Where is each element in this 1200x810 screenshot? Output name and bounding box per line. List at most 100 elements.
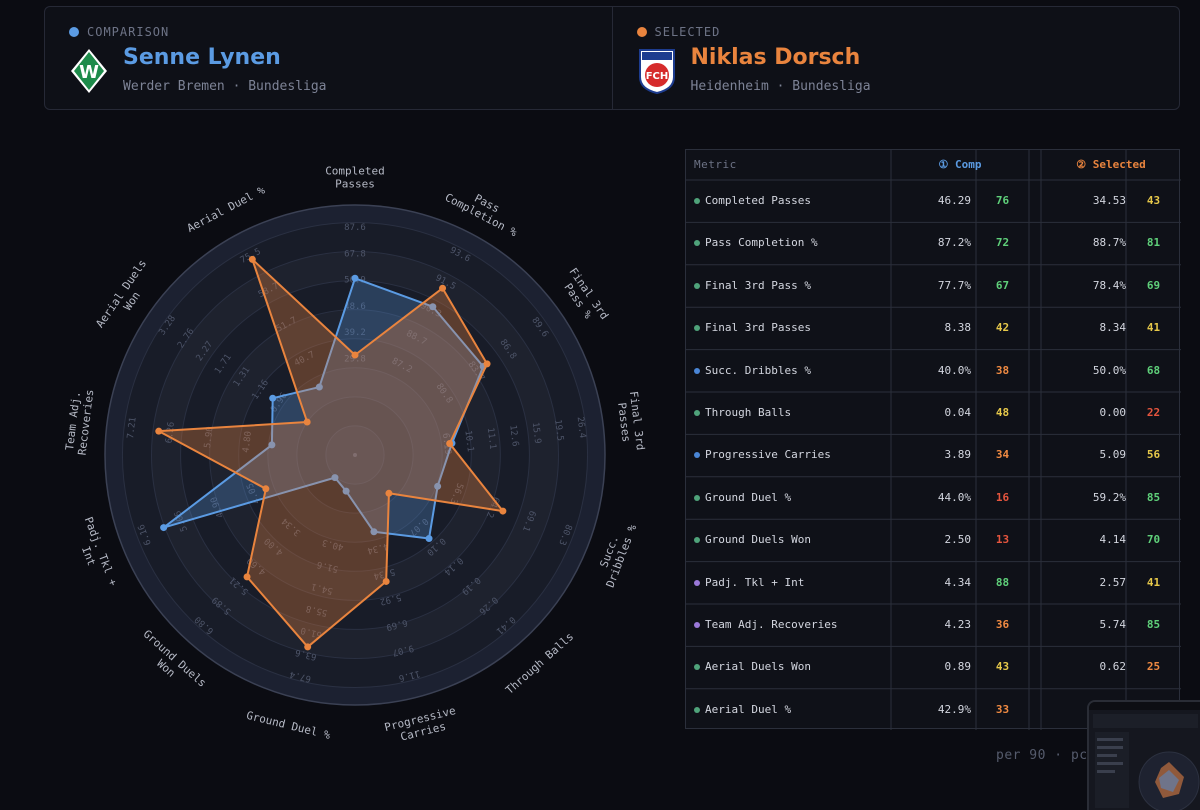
selected-value: 88.7% xyxy=(1092,236,1126,250)
selected-value: 0.00 xyxy=(1099,406,1127,419)
player-header: COMPARISON W Senne Lynen Werder Bremen ·… xyxy=(44,6,1180,110)
selected-value: 2.57 xyxy=(1099,575,1127,589)
comp-value: 87.2% xyxy=(937,236,971,250)
metric-name: Aerial Duels Won xyxy=(705,660,811,674)
svg-text:FCH: FCH xyxy=(645,71,668,82)
radar-point-selected xyxy=(243,573,251,581)
radar-point-selected xyxy=(499,507,507,515)
table-row[interactable]: Ground Duels Won 2.50 13 4.14 70 xyxy=(686,519,1181,561)
metric-name: Ground Duels Won xyxy=(705,533,811,547)
radar-tick-label: 48.6 xyxy=(344,302,366,312)
comp-value: 77.7% xyxy=(937,278,971,292)
radar-tick-label: 87.6 xyxy=(344,223,366,233)
selected-value: 5.74 xyxy=(1099,618,1127,631)
table-row[interactable]: Ground Duel % 44.0% 16 59.2% 85 xyxy=(686,477,1181,519)
comp-percentile: 36 xyxy=(995,618,1010,631)
heidenheim-crest-icon: FCH xyxy=(638,49,675,95)
preview-thumbnail[interactable] xyxy=(1087,700,1200,810)
radar-point-comp xyxy=(268,441,276,449)
comp-value: 4.23 xyxy=(944,618,972,631)
selected-percentile: 68 xyxy=(1146,363,1161,377)
radar-tick-label: 7.21 xyxy=(126,417,139,440)
radar-axis-label: Padj. Tkl +Int xyxy=(70,515,120,593)
table-row[interactable]: Completed Passes 46.29 76 34.53 43 xyxy=(686,180,1181,222)
radar-point-selected xyxy=(262,485,270,493)
metric-name: Succ. Dribbles % xyxy=(705,363,811,377)
radar-point-selected xyxy=(304,643,312,651)
header-selected[interactable]: ② Selected xyxy=(1076,158,1146,171)
selected-percentile: 41 xyxy=(1146,321,1161,335)
metric-name: Completed Passes xyxy=(705,194,811,207)
table-row[interactable]: Aerial Duel % 42.9% 33 xyxy=(686,689,1181,731)
selected-percentile: 69 xyxy=(1146,278,1161,292)
radar-tick-label: 19.5 xyxy=(552,419,565,442)
radar-series-comp xyxy=(162,277,485,540)
svg-text:W: W xyxy=(79,62,99,83)
radar-point-comp xyxy=(429,303,437,311)
radar-axis-label: ProgressiveCarries xyxy=(383,704,460,747)
radar-point-comp xyxy=(434,482,442,490)
table-row[interactable]: Padj. Tkl + Int 4.34 88 2.57 41 xyxy=(686,562,1181,604)
comp-value: 4.34 xyxy=(944,575,972,589)
selected-percentile: 70 xyxy=(1146,533,1161,547)
selected-league: Bundesliga xyxy=(792,79,871,94)
radar-tick-label: 12.6 xyxy=(507,424,520,447)
radar-axis-label: Completed Passes xyxy=(325,165,385,191)
radar-point-selected xyxy=(303,418,311,426)
comparison-player-name: Senne Lynen xyxy=(123,45,281,70)
table-row[interactable]: Through Balls 0.04 48 0.00 22 xyxy=(686,392,1181,434)
table-row[interactable]: Succ. Dribbles % 40.0% 38 50.0% 68 xyxy=(686,350,1181,392)
table-row[interactable]: Team Adj. Recoveries 4.23 36 5.74 85 xyxy=(686,604,1181,646)
metric-name: Final 3rd Pass % xyxy=(705,278,811,292)
radar-axis-label: Ground Duel % xyxy=(245,709,332,742)
selected-percentile: 43 xyxy=(1146,194,1161,207)
selected-club-name: Heidenheim xyxy=(690,79,769,94)
radar-point-selected xyxy=(483,360,491,368)
comp-value: 8.38 xyxy=(944,321,972,335)
selected-label: SELECTED xyxy=(654,25,721,39)
selected-percentile: 85 xyxy=(1146,618,1161,631)
selected-value: 59.2% xyxy=(1092,490,1126,504)
radar-point-selected xyxy=(351,351,359,359)
comparison-label: COMPARISON xyxy=(87,25,170,39)
radar-tick-label: 15.9 xyxy=(530,422,543,445)
table-row[interactable]: Final 3rd Pass % 77.7% 67 78.4% 69 xyxy=(686,265,1181,307)
radar-point-comp xyxy=(269,394,277,402)
category-dot xyxy=(694,325,700,332)
radar-point-comp xyxy=(160,524,168,532)
comp-value: 0.89 xyxy=(944,660,972,674)
selected-percentile: 41 xyxy=(1146,575,1161,589)
table-row[interactable]: Final 3rd Passes 8.38 42 8.34 41 xyxy=(686,307,1181,349)
radar-center xyxy=(353,453,357,457)
table-row[interactable]: Aerial Duels Won 0.89 43 0.62 25 xyxy=(686,646,1181,688)
metrics-table: Metric ① Comp ② Selected Completed Passe… xyxy=(685,149,1181,731)
metric-name: Pass Completion % xyxy=(705,236,818,250)
table-grid xyxy=(686,150,1181,730)
radar-tick-label: 5.90 xyxy=(203,426,216,449)
table-row[interactable]: Pass Completion % 87.2% 72 88.7% 81 xyxy=(686,222,1181,264)
werder-bremen-crest-icon: W xyxy=(71,49,107,93)
radar-series-selected xyxy=(157,258,504,648)
selected-player-club: Heidenheim · Bundesliga xyxy=(691,79,871,94)
header-comp[interactable]: ① Comp xyxy=(938,158,982,171)
category-dot xyxy=(694,537,700,544)
category-dot xyxy=(694,367,700,374)
radar-point-comp xyxy=(425,535,433,543)
radar-point-selected xyxy=(382,577,390,585)
selected-percentile: 22 xyxy=(1146,406,1161,419)
selected-percentile: 56 xyxy=(1146,448,1161,462)
metric-name: Final 3rd Passes xyxy=(705,321,811,335)
selected-value: 4.14 xyxy=(1099,533,1127,547)
radar-axis-label: Team Adj.Recoveries xyxy=(63,387,97,456)
radar-point-selected xyxy=(155,427,163,435)
table-row[interactable]: Progressive Carries 3.89 34 5.09 56 xyxy=(686,434,1181,476)
category-dot xyxy=(694,706,700,713)
selected-percentile: 81 xyxy=(1146,236,1161,250)
comp-value: 44.0% xyxy=(937,490,971,504)
radar-axis-label: Succ.Dribbles % xyxy=(592,518,640,589)
radar-chart: 29.839.248.656.967.887.687.288.790.391.5… xyxy=(63,165,647,747)
selected-value: 50.0% xyxy=(1092,363,1126,377)
comp-percentile: 72 xyxy=(995,236,1010,250)
selected-dot xyxy=(636,27,647,37)
radar-tick-label: 11.1 xyxy=(485,427,498,450)
